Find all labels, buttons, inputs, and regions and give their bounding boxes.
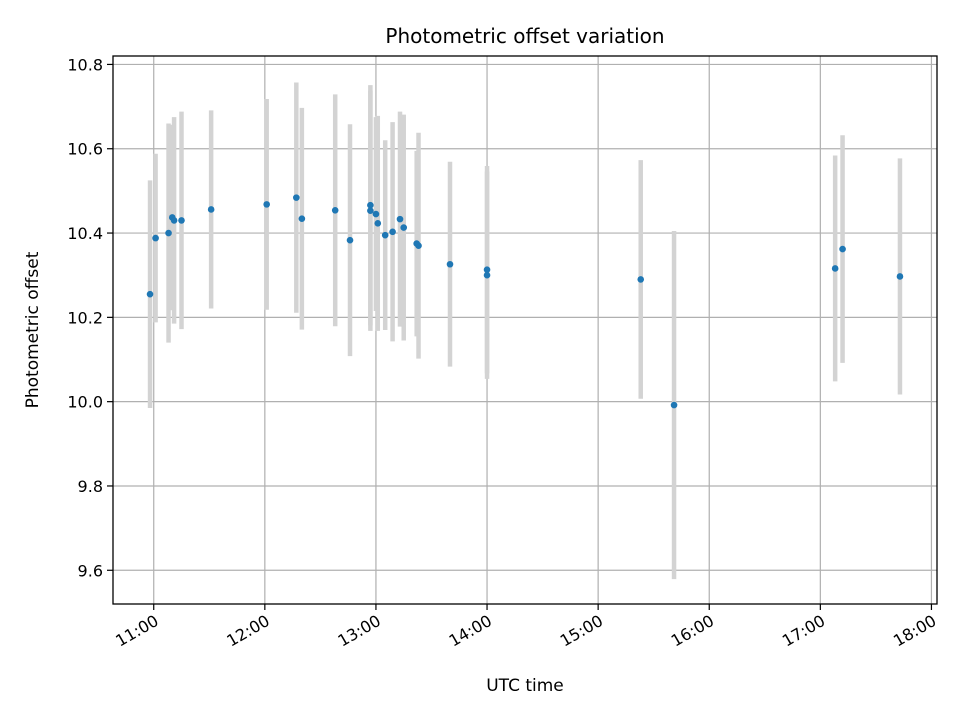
- data-point: [381, 231, 389, 239]
- y-axis-ticks: 9.6 9.8 10.0 10.2 10.4 10.6 10.8: [67, 55, 113, 580]
- data-point: [831, 265, 839, 272]
- data-point: [207, 206, 215, 213]
- data-point: [367, 201, 374, 209]
- data-point: [446, 260, 454, 268]
- data-point: [670, 401, 678, 409]
- data-point: [293, 194, 300, 201]
- data-point: [298, 215, 306, 223]
- data-point: [372, 210, 380, 218]
- data-point: [152, 234, 159, 242]
- data-point: [367, 207, 374, 215]
- data-point: [165, 229, 172, 237]
- data-point: [346, 236, 354, 244]
- y-tick-label: 9.6: [78, 561, 103, 580]
- data-point: [400, 224, 408, 231]
- data-point: [331, 206, 339, 214]
- data-point: [170, 217, 178, 224]
- data-point: [389, 228, 396, 236]
- data-point: [483, 266, 491, 274]
- data-point: [896, 273, 904, 280]
- data-point: [415, 242, 422, 249]
- data-point: [263, 201, 270, 208]
- data-points: [146, 194, 904, 409]
- data-point: [146, 290, 154, 298]
- y-tick-label: 10.4: [67, 224, 103, 243]
- x-axis-label: UTC time: [486, 676, 564, 696]
- y-tick-label: 10.6: [67, 140, 103, 159]
- y-tick-label: 10.0: [67, 393, 103, 412]
- y-tick-label: 9.8: [78, 477, 103, 496]
- chart-title: Photometric offset variation: [385, 24, 664, 48]
- data-point: [637, 276, 645, 283]
- y-axis-label: Photometric offset: [23, 251, 43, 408]
- data-point: [483, 271, 491, 279]
- plot-frame: [112, 55, 938, 605]
- y-tick-label: 10.8: [67, 55, 103, 74]
- data-point: [396, 215, 404, 223]
- data-point: [374, 220, 382, 227]
- data-point: [839, 245, 846, 253]
- data-point: [178, 217, 185, 224]
- y-tick-label: 10.2: [67, 308, 103, 327]
